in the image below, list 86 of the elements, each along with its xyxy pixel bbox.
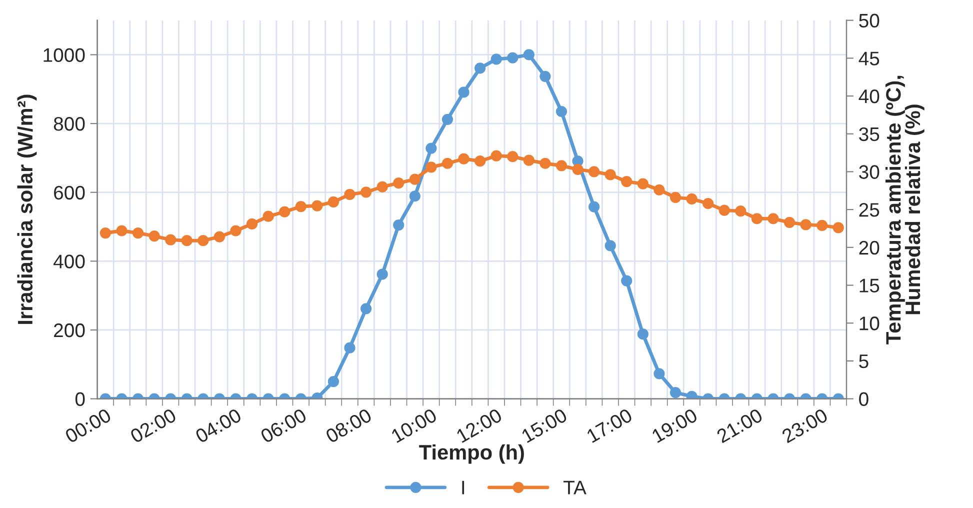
point <box>784 216 796 228</box>
point <box>214 231 226 242</box>
y-axis-title: Irradiancia solar (W/m²) <box>17 94 37 324</box>
point <box>409 190 420 202</box>
y-tick-label: 400 <box>54 254 85 268</box>
point <box>312 200 323 212</box>
point <box>670 192 682 203</box>
point <box>198 235 209 246</box>
point <box>181 235 192 246</box>
point <box>588 201 600 212</box>
x-tick-label: 04:00 <box>194 408 242 444</box>
point <box>100 227 111 239</box>
point <box>572 164 584 175</box>
point <box>426 142 437 154</box>
point <box>604 240 616 252</box>
point <box>474 62 486 74</box>
legend-label: TA <box>563 480 586 494</box>
point <box>540 158 551 169</box>
point <box>507 151 518 162</box>
point <box>360 186 372 198</box>
y2-tick-label: 50 <box>859 14 880 28</box>
point <box>523 154 534 166</box>
y-tick-label: 600 <box>54 186 85 200</box>
x-tick-label: 08:00 <box>324 408 373 444</box>
point <box>735 206 746 217</box>
legend-label: I <box>462 480 464 494</box>
point <box>132 227 144 239</box>
point <box>490 150 502 162</box>
point <box>246 218 258 230</box>
point <box>540 70 551 82</box>
point <box>768 213 779 224</box>
point <box>295 200 306 212</box>
point <box>393 219 404 231</box>
point <box>718 204 730 216</box>
point <box>474 156 486 167</box>
y2-tick-label: 45 <box>858 52 880 66</box>
point <box>148 230 160 242</box>
point <box>556 106 568 118</box>
point <box>556 160 568 172</box>
x-axis-title: Tiempo (h) <box>419 444 524 464</box>
point <box>279 206 290 218</box>
y2-tick-label: 30 <box>859 165 880 179</box>
point <box>702 198 714 210</box>
y2-axis-title: Temperatura ambiente (ºC), Humedad relativa (%) <box>885 76 924 344</box>
y-tick-label: 1000 <box>44 48 85 62</box>
point <box>490 54 502 65</box>
point <box>816 220 828 231</box>
point <box>328 196 340 208</box>
point <box>751 213 762 224</box>
point <box>116 225 128 236</box>
y2-tick-label: 5 <box>859 354 868 368</box>
point <box>426 162 437 173</box>
point <box>230 225 242 236</box>
point <box>442 158 454 169</box>
y2-tick-label: 40 <box>858 89 880 104</box>
x-tick-label: 06:00 <box>260 408 308 444</box>
point <box>637 178 648 190</box>
y2-tick-label: 35 <box>859 127 880 142</box>
point <box>604 169 616 180</box>
x-tick-label: 00:00 <box>64 408 112 444</box>
point <box>800 219 812 230</box>
y-tick-label: 800 <box>54 117 85 131</box>
point <box>458 153 470 164</box>
y-tick-label: 0 <box>75 392 85 406</box>
point <box>262 210 274 222</box>
point <box>654 184 665 196</box>
point <box>393 178 404 189</box>
point <box>832 222 844 234</box>
point <box>165 234 176 246</box>
point <box>523 49 534 60</box>
y2-tick-label: 25 <box>859 203 880 217</box>
point <box>686 193 698 205</box>
point <box>621 176 632 188</box>
y-tick-label: 200 <box>54 323 85 338</box>
y2-tick-label: 20 <box>859 240 880 255</box>
point <box>507 52 518 64</box>
x-tick-label: 02:00 <box>129 408 178 444</box>
y2-tick-label: 15 <box>860 278 880 292</box>
point <box>344 188 356 200</box>
point <box>442 114 454 125</box>
point <box>458 86 470 98</box>
point <box>376 181 388 192</box>
y2-tick-label: 10 <box>860 316 880 330</box>
y2-tick-label: 0 <box>859 392 868 406</box>
point <box>588 166 600 178</box>
point <box>409 174 420 185</box>
